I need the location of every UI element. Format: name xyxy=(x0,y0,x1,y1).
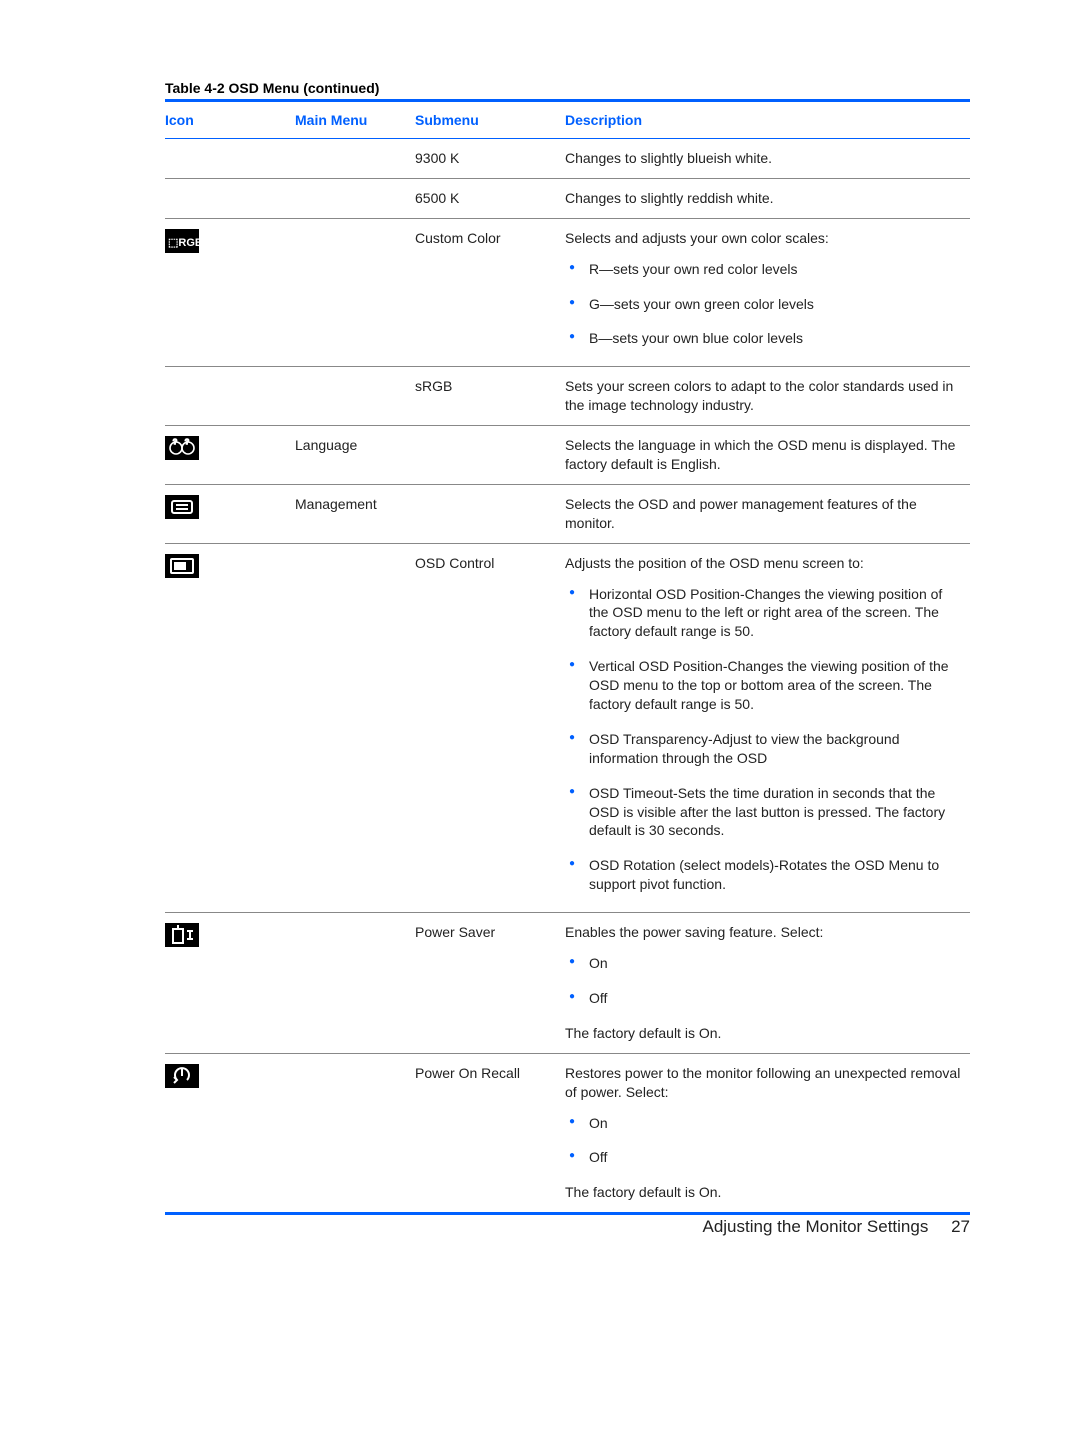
table-row: 9300 K Changes to slightly blueish white… xyxy=(165,139,970,179)
list-item: G—sets your own green color levels xyxy=(589,287,964,322)
icon-cell xyxy=(165,1053,295,1212)
list-item: OSD Rotation (select models)-Rotates the… xyxy=(589,848,964,902)
description-cell: Adjusts the position of the OSD menu scr… xyxy=(565,543,970,912)
osd-menu-table: Icon Main Menu Submenu Description 9300 … xyxy=(165,102,970,1212)
osd-control-icon xyxy=(165,554,199,578)
header-icon: Icon xyxy=(165,102,295,139)
icon-cell: ?? xyxy=(165,426,295,485)
description-list: R—sets your own red color levels G—sets … xyxy=(565,252,964,357)
header-main-menu: Main Menu xyxy=(295,102,415,139)
description-lead: Selects and adjusts your own color scale… xyxy=(565,229,964,248)
table-row: sRGB Sets your screen colors to adapt to… xyxy=(165,367,970,426)
svg-text:?: ? xyxy=(185,439,189,446)
table-row: 6500 K Changes to slightly reddish white… xyxy=(165,178,970,218)
table-caption: Table 4-2 OSD Menu (continued) xyxy=(165,80,970,96)
list-item: On xyxy=(589,946,964,981)
list-item: Off xyxy=(589,1140,964,1175)
description-cell: Changes to slightly blueish white. xyxy=(565,139,970,179)
submenu-cell: Power Saver xyxy=(415,913,565,1054)
list-item: R—sets your own red color levels xyxy=(589,252,964,287)
submenu-cell: sRGB xyxy=(415,367,565,426)
submenu-cell: 6500 K xyxy=(415,178,565,218)
description-cell: Restores power to the monitor following … xyxy=(565,1053,970,1212)
description-list: On Off xyxy=(565,1106,964,1176)
list-item: OSD Timeout-Sets the time duration in se… xyxy=(589,776,964,849)
svg-text:⬚RGB: ⬚RGB xyxy=(168,237,199,249)
management-icon xyxy=(165,495,199,519)
description-lead: Restores power to the monitor following … xyxy=(565,1064,964,1102)
description-cell: Changes to slightly reddish white. xyxy=(565,178,970,218)
description-list: On Off xyxy=(565,946,964,1016)
description-lead: Enables the power saving feature. Select… xyxy=(565,923,964,942)
description-tail: The factory default is On. xyxy=(565,1183,964,1202)
icon-cell: ⬚RGB xyxy=(165,218,295,367)
table-row: Power On Recall Restores power to the mo… xyxy=(165,1053,970,1212)
submenu-cell: Power On Recall xyxy=(415,1053,565,1212)
table-name: OSD Menu (continued) xyxy=(225,80,380,96)
list-item: OSD Transparency-Adjust to view the back… xyxy=(589,722,964,776)
submenu-cell: OSD Control xyxy=(415,543,565,912)
list-item: B—sets your own blue color levels xyxy=(589,321,964,356)
table-number: Table 4-2 xyxy=(165,80,225,96)
header-description: Description xyxy=(565,102,970,139)
table-row: ⬚RGB Custom Color Selects and adjusts yo… xyxy=(165,218,970,367)
mainmenu-cell: Management xyxy=(295,484,415,543)
svg-text:?: ? xyxy=(173,439,177,446)
list-item: Off xyxy=(589,981,964,1016)
footer-section: Adjusting the Monitor Settings xyxy=(702,1217,928,1236)
power-saver-icon xyxy=(165,923,199,947)
footer-page-number: 27 xyxy=(951,1217,970,1236)
icon-cell xyxy=(165,484,295,543)
submenu-cell: Custom Color xyxy=(415,218,565,367)
mainmenu-cell: Language xyxy=(295,426,415,485)
table-row: Power Saver Enables the power saving fea… xyxy=(165,913,970,1054)
bottom-rule xyxy=(165,1212,970,1215)
language-icon: ?? xyxy=(165,436,199,460)
description-tail: The factory default is On. xyxy=(565,1024,964,1043)
icon-cell xyxy=(165,543,295,912)
page-content: Table 4-2 OSD Menu (continued) Icon Main… xyxy=(0,0,1080,1215)
table-row: Management Selects the OSD and power man… xyxy=(165,484,970,543)
power-on-recall-icon xyxy=(165,1064,199,1088)
description-cell: Selects the OSD and power management fea… xyxy=(565,484,970,543)
description-cell: Sets your screen colors to adapt to the … xyxy=(565,367,970,426)
table-row: OSD Control Adjusts the position of the … xyxy=(165,543,970,912)
rgb-icon: ⬚RGB xyxy=(165,229,199,253)
description-cell: Enables the power saving feature. Select… xyxy=(565,913,970,1054)
table-header-row: Icon Main Menu Submenu Description xyxy=(165,102,970,139)
icon-cell xyxy=(165,913,295,1054)
list-item: Horizontal OSD Position-Changes the view… xyxy=(589,577,964,650)
description-cell: Selects and adjusts your own color scale… xyxy=(565,218,970,367)
list-item: Vertical OSD Position-Changes the viewin… xyxy=(589,649,964,722)
header-submenu: Submenu xyxy=(415,102,565,139)
description-list: Horizontal OSD Position-Changes the view… xyxy=(565,577,964,903)
list-item: On xyxy=(589,1106,964,1141)
submenu-cell: 9300 K xyxy=(415,139,565,179)
description-lead: Adjusts the position of the OSD menu scr… xyxy=(565,554,964,573)
page-footer: Adjusting the Monitor Settings 27 xyxy=(702,1217,970,1237)
description-cell: Selects the language in which the OSD me… xyxy=(565,426,970,485)
table-row: ?? Language Selects the language in whic… xyxy=(165,426,970,485)
